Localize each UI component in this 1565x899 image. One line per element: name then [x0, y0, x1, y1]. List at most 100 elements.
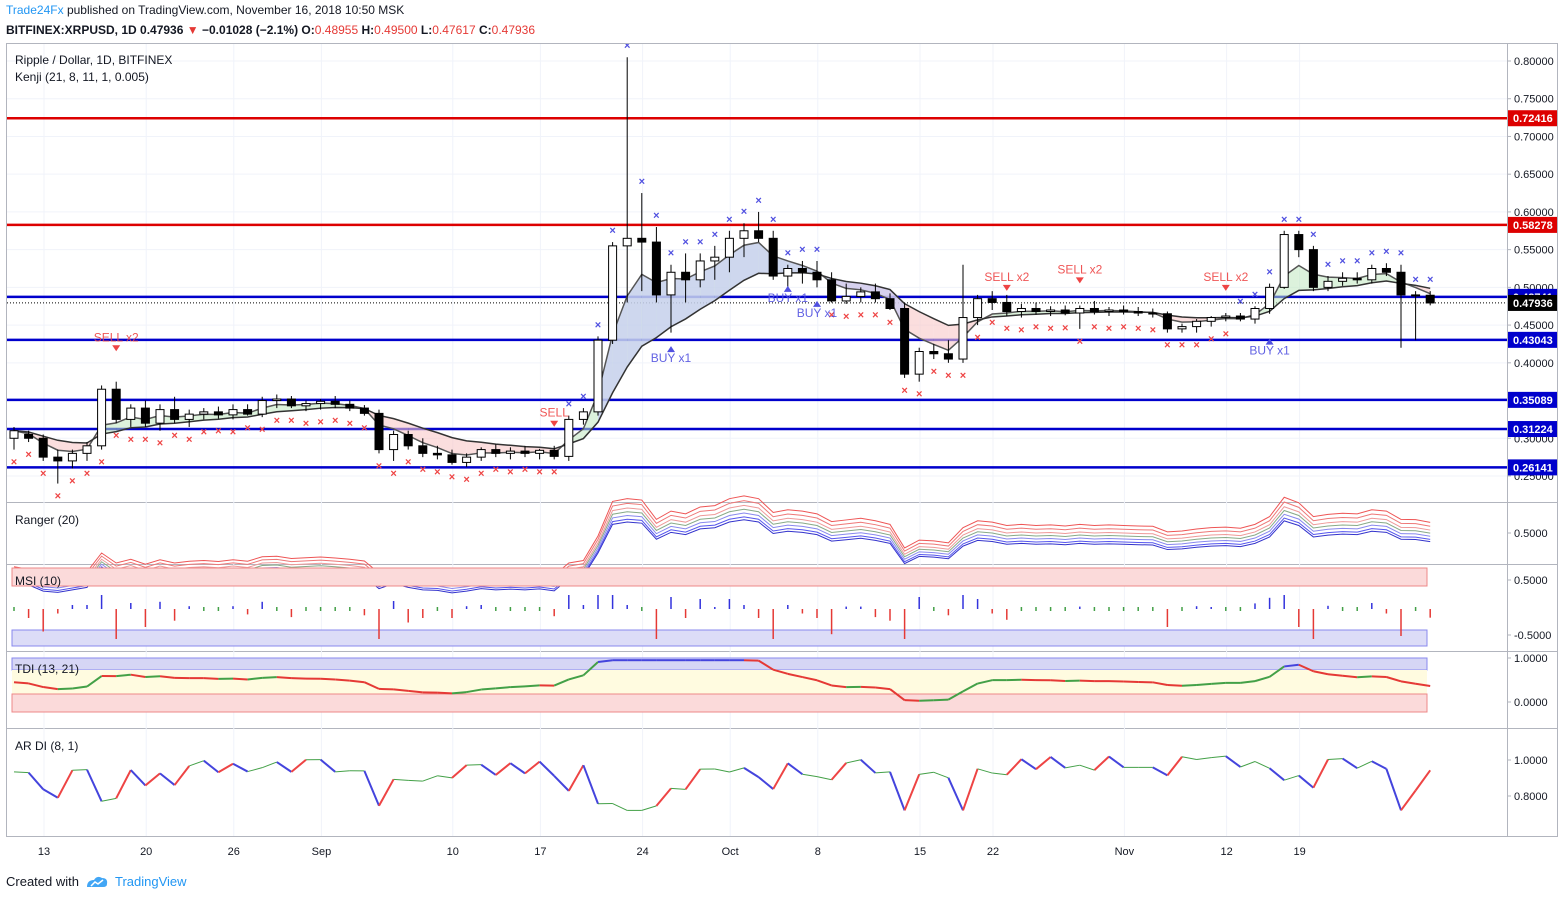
candle-body [1425, 294, 1435, 304]
current-price-label: 0.47936 [1513, 298, 1553, 310]
tdi-line-segment [393, 688, 409, 692]
chart-frame [6, 43, 1558, 837]
sell-arrow-icon [550, 420, 559, 427]
ardi-line-segment [1006, 758, 1023, 776]
candle-body [929, 351, 939, 355]
buy-x-marker: × [1369, 248, 1375, 260]
ardi-tick-label: 0.8000 [1514, 791, 1548, 803]
y-tick-label: 0.45000 [1514, 320, 1554, 332]
ardi-line-segment [27, 771, 44, 790]
tdi-line-segment [86, 675, 103, 688]
sell-x-marker: × [274, 415, 280, 427]
candle-body [827, 279, 837, 302]
sell-x-marker: × [113, 430, 119, 442]
sell-x-marker: × [303, 418, 309, 430]
ardi-line-segment [977, 768, 993, 774]
ardi-line-segment [582, 764, 599, 805]
candle-body [578, 411, 588, 420]
ardi-line-segment [42, 788, 59, 799]
candle-body [812, 271, 822, 281]
ranger-label: Ranger (20) [15, 513, 79, 527]
buy-x-marker: × [668, 248, 674, 260]
candle-body [754, 230, 764, 239]
chart-area[interactable]: 0.80000 0.75000 0.70000 0.65000 0.60000 0.550… [0, 0, 1565, 870]
tdi-line-segment [349, 679, 365, 684]
candle-body [1046, 309, 1056, 313]
ardi-line-segment [1385, 768, 1402, 811]
candle-body [155, 409, 165, 424]
ranger-band-line [13, 500, 1431, 581]
candle-body [1031, 307, 1041, 313]
ardi-line-segment [1342, 757, 1358, 769]
sell-x-marker: × [843, 311, 849, 323]
buy-x-marker: × [1427, 274, 1433, 286]
tdi-line-segment [203, 677, 219, 680]
ardi-line-segment [1356, 760, 1373, 769]
candle-body [666, 271, 676, 296]
tdi-line-segment [933, 698, 949, 702]
tdi-line-segment [860, 685, 876, 689]
candle-body [491, 449, 501, 454]
tdi-tick-label: 0.0000 [1514, 697, 1548, 709]
candle-body [301, 403, 311, 407]
ardi-line-segment [480, 763, 497, 776]
tdi-tick-label: 1.0000 [1514, 653, 1548, 665]
x-tick-label: Sep [312, 846, 332, 858]
candle-body [958, 317, 968, 360]
ardi-line-segment [189, 760, 204, 767]
y-tick-label: 0.60000 [1514, 207, 1554, 219]
ardi-line-segment [363, 770, 380, 807]
price-change: −0.01028 (−2.1%) [202, 23, 299, 37]
kenji-cloud-bull-segment [612, 295, 628, 393]
tdi-line-segment [510, 685, 526, 689]
ardi-line-segment [903, 774, 921, 811]
tradingview-link[interactable]: TradingView [114, 874, 187, 889]
x-tick-label: 8 [815, 846, 821, 858]
buy-x-marker: × [1310, 229, 1316, 241]
sell-x-marker: × [361, 423, 367, 435]
high-label: H: [361, 23, 375, 37]
ardi-line-segment [1035, 756, 1052, 770]
ardi-line-segment [130, 769, 147, 787]
tdi-line-segment [1181, 684, 1197, 687]
ranger-band-line [13, 495, 1431, 578]
ardi-line-segment [1414, 769, 1432, 792]
author-name[interactable]: Trade24Fx [6, 3, 64, 17]
sell-x-marker: × [230, 426, 236, 438]
ardi-line-segment [743, 767, 760, 778]
sell-x-marker: × [507, 466, 513, 478]
sell-x-marker: × [522, 464, 528, 476]
tdi-line-segment [1167, 683, 1183, 687]
sell-x-marker: × [1223, 328, 1229, 340]
sell-x-marker: × [1033, 322, 1039, 334]
sell-x-marker: × [1018, 325, 1024, 337]
sell-x-marker: × [1091, 322, 1097, 334]
level-price-label: 0.26141 [1513, 462, 1553, 474]
tdi-label: TDI (13, 21) [15, 662, 79, 676]
candle-body [1016, 307, 1026, 313]
sell-x-marker: × [1179, 340, 1185, 352]
ardi-tick-label: 1.0000 [1514, 755, 1548, 767]
buy-arrow-icon [1265, 338, 1274, 345]
ardi-line-segment [553, 775, 570, 792]
publish-header: Trade24Fx published on TradingView.com, … [6, 3, 404, 17]
ardi-line-segment [830, 762, 847, 781]
sell-x-marker: × [259, 424, 265, 436]
candle-body [987, 298, 997, 303]
candle-body [651, 241, 661, 296]
tdi-line-segment [232, 677, 248, 681]
ardi-line-segment [962, 768, 979, 811]
signal-label: SELL x2 [94, 330, 139, 344]
candle-body [67, 452, 77, 462]
kenji-cloud-bull-segment [744, 242, 759, 281]
ardi-line-segment [816, 776, 832, 781]
y-tick-label: 0.75000 [1514, 94, 1554, 106]
ardi-line-segment [451, 764, 468, 779]
candle-body [608, 245, 618, 341]
sell-x-marker: × [872, 309, 878, 321]
y-tick-label: 0.65000 [1514, 169, 1554, 181]
candle-body [695, 260, 705, 281]
buy-x-marker: × [1252, 289, 1258, 301]
candle-body [1133, 311, 1143, 314]
signal-label: SELL [540, 406, 570, 420]
